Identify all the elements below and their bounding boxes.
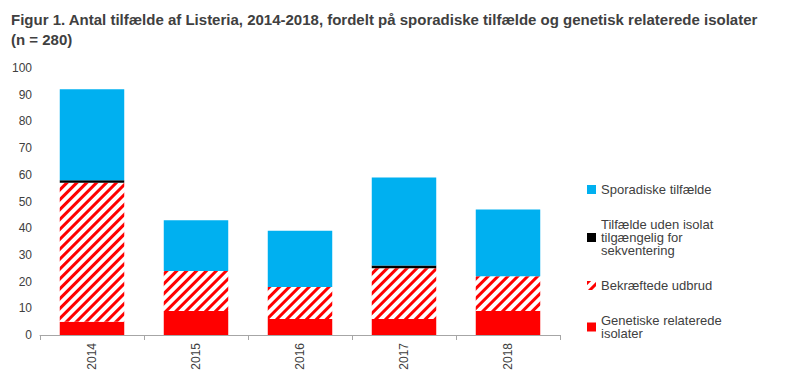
svg-text:tilgængelig for: tilgængelig for (601, 230, 687, 245)
svg-text:(n = 280): (n = 280) (11, 31, 72, 48)
svg-text:2014: 2014 (85, 343, 99, 370)
svg-text:40: 40 (19, 221, 33, 235)
svg-text:0: 0 (25, 328, 32, 342)
svg-text:90: 90 (19, 88, 33, 102)
svg-text:2015: 2015 (189, 343, 203, 370)
svg-text:50: 50 (19, 195, 33, 209)
svg-text:2017: 2017 (397, 343, 411, 370)
svg-text:sekventering: sekventering (601, 243, 675, 258)
svg-text:30: 30 (19, 248, 33, 262)
svg-text:Genetiske relaterede: Genetiske relaterede (601, 313, 726, 328)
svg-text:Bekræftede udbrud: Bekræftede udbrud (601, 278, 712, 293)
svg-text:2016: 2016 (293, 343, 307, 370)
svg-text:20: 20 (19, 275, 33, 289)
svg-text:80: 80 (19, 114, 33, 128)
svg-text:70: 70 (19, 141, 33, 155)
svg-text:10: 10 (19, 301, 33, 315)
svg-text:100: 100 (12, 61, 32, 75)
svg-text:Figur 1. Antal tilfælde af Lis: Figur 1. Antal tilfælde af Listeria, 201… (11, 11, 762, 28)
svg-text:60: 60 (19, 168, 33, 182)
svg-text:2018: 2018 (501, 343, 515, 370)
svg-text:isolater: isolater (601, 326, 644, 341)
svg-text:Sporadiske tilfælde: Sporadiske tilfælde (601, 182, 712, 197)
svg-text:Tilfælde uden isolat: Tilfælde uden isolat (601, 217, 717, 232)
